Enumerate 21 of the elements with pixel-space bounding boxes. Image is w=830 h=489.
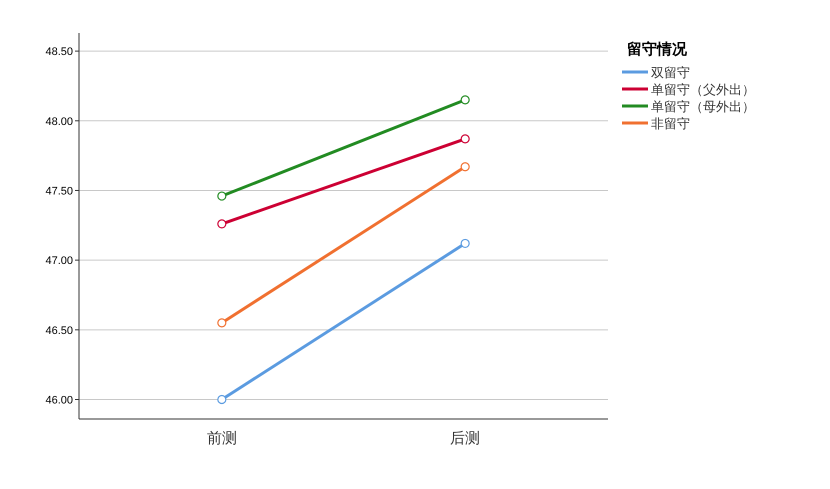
y-tick-label: 46.00 [45,394,73,406]
point [460,95,470,104]
y-tick-label: 48.50 [45,46,73,58]
point [460,134,470,144]
x-tick-label: 前测 [206,430,237,447]
legend-label: 非留守 [651,116,690,131]
legend-label: 双留守 [651,65,690,80]
point [217,219,226,229]
x-tick-label: 后测 [450,430,480,447]
point [460,162,470,172]
legend-label: 单留守（父外出） [651,82,755,97]
y-tick-label: 46.50 [45,324,73,337]
y-tick-label: 48.00 [45,116,73,128]
point [217,394,226,404]
legend-title: 留守情况 [627,40,688,58]
point [217,318,226,328]
legend-label: 单留守（母外出） [651,99,755,114]
point [217,191,226,201]
y-tick-label: 47.50 [45,185,73,198]
point [460,238,470,248]
y-tick-label: 47.00 [45,255,73,268]
